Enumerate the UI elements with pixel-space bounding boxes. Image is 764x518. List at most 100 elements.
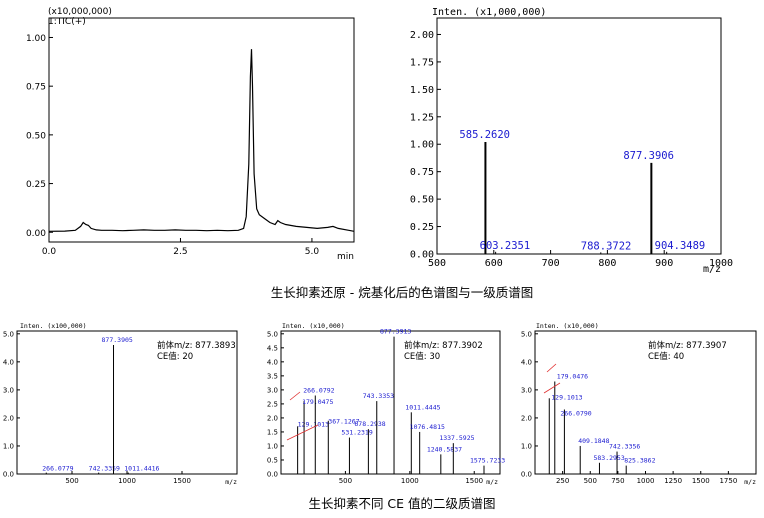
y-tick-label: 0.75	[410, 167, 434, 178]
x-tick-label: 500	[65, 477, 78, 485]
y-tick-label: 5.0	[267, 330, 278, 338]
y-tick-label: 1.0	[267, 442, 278, 450]
y-tick-label: 0.0	[3, 471, 14, 479]
y-tick-label: 2.00	[410, 30, 434, 41]
y-tick-label: 1.00	[410, 140, 434, 151]
peak-label: 585.2620	[459, 129, 510, 141]
peak-label: 179.0475	[302, 398, 333, 406]
peak-label: 904.3489	[655, 240, 706, 252]
ms2-ce20-scale-label: Inten. (x100,000)	[20, 322, 87, 330]
y-tick-label: 5.0	[521, 330, 532, 338]
peak-label: 742.3356	[609, 443, 640, 451]
peak-label: 1011.4445	[405, 403, 440, 411]
peak-label: 531.2319	[341, 429, 372, 437]
y-tick-label: 4.0	[267, 358, 278, 366]
peak-label: 743.3353	[363, 392, 394, 400]
ms2-ce30-ce-text: CE值: 30	[404, 351, 440, 362]
peak-label: 266.0779	[42, 465, 73, 473]
peak-label: 583.2953	[593, 454, 624, 462]
x-tick-label: 1500	[173, 477, 191, 485]
ms2-ce20-ce-text: CE值: 20	[157, 351, 193, 362]
y-tick-label: 3.0	[521, 386, 532, 394]
x-tick-label: 500	[428, 258, 446, 269]
y-tick-label: 1.5	[267, 428, 278, 436]
y-tick-label: 5.0	[3, 330, 14, 338]
peak-label: 742.3359	[89, 465, 120, 473]
peak-label: 877.3913	[380, 328, 411, 336]
ms1-plot-frame	[436, 17, 722, 255]
annotation-leader-line	[289, 391, 301, 401]
y-tick-label: 2.0	[267, 414, 278, 422]
y-tick-label: 0.00	[410, 250, 434, 261]
ms2-ce40-precursor-text: 前体m/z: 877.3907	[648, 340, 727, 351]
ms1-x-axis-label: m/z	[703, 264, 721, 275]
x-tick-label: 1500	[692, 477, 710, 485]
y-tick-label: 0.50	[26, 131, 46, 141]
y-tick-label: 1.0	[521, 442, 532, 450]
peak-label: 1076.4815	[410, 423, 445, 431]
tic-trace-line	[48, 49, 355, 232]
x-tick-label: 1000	[709, 258, 733, 269]
ms2-ce40-ce-text: CE值: 40	[648, 351, 684, 362]
annotation-leader-line	[286, 424, 319, 441]
peak-label: 1011.4416	[124, 465, 159, 473]
tic-scale-label: (x10,000,000)	[48, 7, 112, 17]
ms2-spectrum-ce40: Inten. (x10,000) 前体m/z: 877.3907 CE值: 40…	[521, 322, 757, 486]
ms2-ce40-scale-label: Inten. (x10,000)	[536, 322, 599, 330]
y-tick-label: 0.75	[26, 83, 46, 93]
ms1-spectrum: Inten. (x1,000,000) m/z 500 600 700 800 900 1…	[410, 7, 733, 275]
peak-label: 266.0790	[560, 410, 591, 418]
x-tick-label: 900	[655, 258, 673, 269]
y-tick-label: 1.0	[3, 442, 14, 450]
x-tick-label: 2.5	[173, 247, 187, 257]
y-tick-label: 3.0	[3, 386, 14, 394]
peak-label: 825.3862	[624, 457, 655, 465]
peak-label: 788.3722	[581, 240, 632, 252]
bottom-caption: 生长抑素不同 CE 值的二级质谱图	[308, 496, 495, 511]
x-tick-label: 1000	[118, 477, 136, 485]
y-tick-label: 0.0	[267, 471, 278, 479]
x-tick-label: 1000	[637, 477, 655, 485]
ms2-ce20-x-axis-label: m/z	[225, 478, 237, 486]
x-tick-label: 250	[556, 477, 569, 485]
peak-label: 1240.5837	[427, 445, 462, 453]
ms2-ce20-precursor-text: 前体m/z: 877.3893	[157, 340, 236, 351]
y-tick-label: 0.0	[521, 471, 532, 479]
y-tick-label: 2.5	[267, 400, 278, 408]
y-tick-label: 2.0	[3, 414, 14, 422]
peak-label: 367.1267	[328, 418, 359, 426]
y-tick-label: 0.25	[410, 222, 434, 233]
tic-x-axis-label: min	[337, 252, 354, 262]
y-tick-label: 3.0	[267, 386, 278, 394]
ms2-ce30-precursor-text: 前体m/z: 877.3902	[404, 340, 483, 351]
y-tick-label: 0.50	[410, 195, 434, 206]
y-tick-label: 1.25	[410, 112, 434, 123]
y-tick-label: 1.75	[410, 57, 434, 68]
x-tick-label: 700	[542, 258, 560, 269]
tic-plot-frame	[48, 17, 355, 243]
ms2-ce30-scale-label: Inten. (x10,000)	[282, 322, 345, 330]
tic-series-label: 1:TIC(+)	[48, 17, 86, 27]
peak-label: 877.3906	[623, 150, 674, 162]
y-tick-label: 2.0	[521, 414, 532, 422]
y-tick-label: 0.25	[26, 180, 46, 190]
peak-label: 678.2938	[354, 420, 385, 428]
y-tick-label: 4.0	[3, 358, 14, 366]
peak-label: 877.3905	[102, 336, 133, 344]
ms2-ce30-x-axis-label: m/z	[486, 478, 498, 486]
peak-label: 1337.5925	[439, 434, 474, 442]
x-tick-label: 600	[485, 258, 503, 269]
y-tick-label: 3.5	[267, 372, 278, 380]
tic-chromatogram: (x10,000,000) 1:TIC(+) min 0.0 2.5 5.0 0.00…	[26, 7, 355, 262]
ms2-spectrum-ce30: Inten. (x10,000) 前体m/z: 877.3902 CE值: 30…	[267, 322, 505, 486]
x-tick-label: 800	[598, 258, 616, 269]
y-tick-label: 1.50	[410, 85, 434, 96]
peak-label: 603.2351	[480, 240, 531, 252]
y-tick-label: 4.5	[267, 344, 278, 352]
x-tick-label: 1500	[465, 477, 483, 485]
y-tick-label: 0.5	[267, 456, 278, 464]
x-tick-label: 1000	[401, 477, 419, 485]
y-tick-label: 0.00	[26, 229, 46, 239]
peak-label: 266.0792	[303, 386, 334, 394]
